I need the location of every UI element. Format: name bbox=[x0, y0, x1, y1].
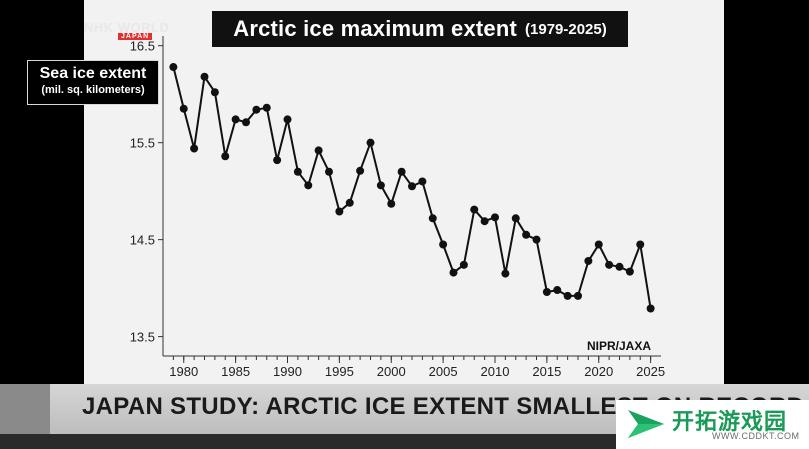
chart-title-box: Arctic ice maximum extent (1979-2025) bbox=[212, 11, 628, 47]
data-point bbox=[532, 235, 541, 244]
data-point bbox=[169, 63, 178, 72]
x-tick-label: 2015 bbox=[532, 364, 561, 379]
data-point bbox=[522, 230, 531, 239]
data-point bbox=[542, 288, 551, 296]
data-point bbox=[252, 105, 261, 114]
data-point bbox=[459, 260, 468, 269]
x-tick-label: 2020 bbox=[584, 364, 613, 379]
data-point bbox=[262, 103, 271, 112]
data-point bbox=[397, 167, 406, 176]
data-point bbox=[428, 214, 437, 223]
y-axis-label-box: Sea ice extent (mil. sq. kilometers) bbox=[27, 60, 159, 105]
data-point bbox=[439, 240, 448, 249]
data-point bbox=[273, 156, 282, 165]
watermark-logo-icon bbox=[628, 410, 664, 438]
data-point bbox=[200, 72, 209, 81]
source-credit: NIPR/JAXA bbox=[587, 339, 652, 353]
data-point bbox=[636, 240, 645, 249]
x-tick-label: 2010 bbox=[481, 364, 510, 379]
data-point bbox=[366, 138, 375, 147]
chart-title: Arctic ice maximum extent bbox=[233, 16, 518, 41]
data-point bbox=[231, 115, 240, 124]
data-point bbox=[325, 167, 333, 176]
data-point bbox=[376, 181, 385, 190]
watermark-title: 开拓游戏园 bbox=[672, 409, 788, 434]
data-point bbox=[387, 199, 396, 208]
data-point bbox=[491, 213, 499, 222]
data-point bbox=[605, 260, 614, 269]
x-tick-label: 1995 bbox=[325, 364, 354, 379]
data-point bbox=[304, 181, 313, 190]
y-axis-label: Sea ice extent bbox=[39, 65, 147, 82]
x-tick-label: 2005 bbox=[429, 364, 458, 379]
data-point bbox=[179, 104, 188, 113]
chart-ticks: 13.5 14.5 15.5 16.5 1980 1985 1990 1995 2000 2005… bbox=[130, 39, 665, 379]
chart-panel bbox=[84, 0, 724, 385]
broadcaster-logo: NHK WORLD bbox=[84, 20, 170, 35]
y-tick-label: 14.5 bbox=[130, 233, 155, 248]
y-tick-label: 16.5 bbox=[130, 39, 155, 54]
data-point bbox=[242, 118, 250, 127]
data-point bbox=[449, 268, 458, 277]
data-point bbox=[480, 217, 489, 226]
data-point bbox=[553, 286, 562, 295]
data-point bbox=[221, 152, 230, 161]
x-tick-label: 1985 bbox=[221, 364, 250, 379]
broadcaster-logo-sub: JAPAN bbox=[118, 33, 153, 40]
data-point bbox=[563, 291, 572, 300]
x-tick-label: 1980 bbox=[169, 364, 198, 379]
data-point bbox=[418, 177, 427, 186]
y-tick-label: 13.5 bbox=[130, 330, 155, 345]
data-point bbox=[293, 167, 302, 176]
data-point bbox=[511, 214, 520, 223]
ticker-bottom-bar bbox=[0, 434, 809, 449]
y-tick-label: 15.5 bbox=[130, 136, 155, 151]
data-point bbox=[335, 207, 344, 216]
data-point bbox=[625, 267, 634, 276]
data-point bbox=[356, 166, 365, 175]
data-points bbox=[169, 63, 655, 313]
data-point bbox=[210, 88, 219, 97]
data-point bbox=[615, 262, 624, 271]
data-point bbox=[646, 304, 655, 313]
chart-subtitle: (1979-2025) bbox=[525, 20, 607, 38]
x-tick-label: 2025 bbox=[636, 364, 665, 379]
data-point bbox=[584, 256, 593, 265]
y-axis-unit: (mil. sq. kilometers) bbox=[41, 84, 145, 96]
x-tick-label: 2000 bbox=[377, 364, 406, 379]
ticker-edge bbox=[0, 384, 50, 434]
data-point bbox=[594, 240, 603, 249]
x-tick-label: 1990 bbox=[273, 364, 302, 379]
data-point bbox=[501, 269, 510, 278]
data-point bbox=[190, 144, 199, 153]
data-point bbox=[314, 146, 323, 155]
data-point bbox=[470, 205, 479, 214]
data-point bbox=[283, 115, 292, 124]
data-point bbox=[345, 198, 354, 207]
data-point bbox=[574, 291, 582, 300]
watermark-url: WWW.CDDKT.COM bbox=[712, 431, 800, 441]
data-point bbox=[408, 182, 416, 191]
chart-axes bbox=[162, 36, 661, 357]
